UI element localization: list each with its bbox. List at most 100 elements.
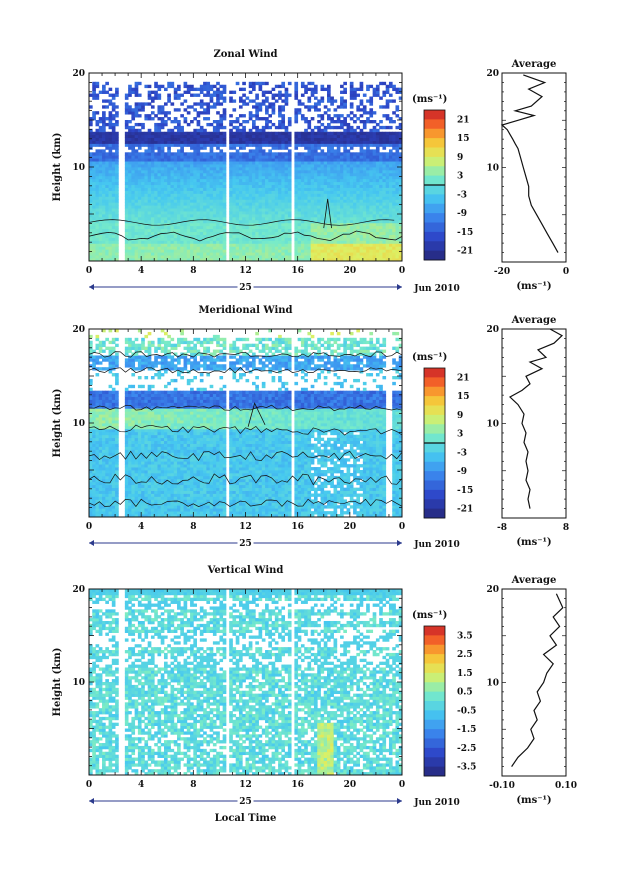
heatmap-cell xyxy=(163,158,168,162)
heatmap-cell xyxy=(255,131,259,136)
heatmap-cell xyxy=(398,90,403,94)
heatmap-cell xyxy=(398,202,403,206)
heatmap-cell xyxy=(255,128,259,133)
heatmap-cell xyxy=(313,84,318,89)
heatmap-cell xyxy=(268,190,272,194)
heatmap-cell xyxy=(252,208,256,212)
heatmap-cell xyxy=(320,219,325,224)
heatmap-cell xyxy=(216,243,220,247)
heatmap-cell xyxy=(238,167,243,171)
heatmap-cell xyxy=(252,193,256,197)
heatmap-cell xyxy=(336,205,341,209)
heatmap-cell xyxy=(180,149,184,153)
heatmap-cell xyxy=(304,105,308,109)
heatmap-cell xyxy=(190,167,194,171)
heatmap-cell xyxy=(330,175,334,180)
heatmap-cell xyxy=(362,202,367,206)
heatmap-cell xyxy=(111,240,116,244)
heatmap-cell xyxy=(265,108,269,112)
heatmap-cell xyxy=(274,155,279,159)
heatmap-cell xyxy=(232,181,237,186)
heatmap-cell xyxy=(274,140,279,144)
heatmap-cell xyxy=(92,487,96,491)
heatmap-cell xyxy=(327,243,331,247)
heatmap-cell xyxy=(95,84,100,89)
heatmap-cell xyxy=(147,117,152,121)
heatmap-cell xyxy=(261,81,266,86)
heatmap-cell xyxy=(271,111,276,115)
heatmap-cell xyxy=(248,199,253,203)
heatmap-cell xyxy=(320,175,325,180)
heatmap-cell xyxy=(180,125,184,130)
heatmap-cell xyxy=(294,249,299,253)
heatmap-cell xyxy=(297,214,302,218)
heatmap-cell xyxy=(131,222,136,227)
heatmap-cell xyxy=(255,93,259,97)
heatmap-cell xyxy=(102,234,106,238)
heatmap-cell xyxy=(252,214,256,218)
heatmap-cell xyxy=(313,255,318,259)
heatmap-cell xyxy=(193,199,197,203)
heatmap-cell xyxy=(323,243,328,247)
heatmap-cell xyxy=(170,196,175,200)
heatmap-cell xyxy=(333,149,338,153)
heatmap-cell xyxy=(157,190,162,194)
heatmap-cell xyxy=(108,246,113,250)
heatmap-cell xyxy=(102,211,106,215)
heatmap-cell xyxy=(255,161,259,165)
heatmap-cell xyxy=(392,84,396,89)
heatmap-cell xyxy=(320,234,325,238)
heatmap-cell xyxy=(141,190,145,194)
heatmap-cell xyxy=(265,196,269,200)
heatmap-cell xyxy=(320,99,325,103)
heatmap-cell xyxy=(297,178,302,183)
heatmap-cell xyxy=(183,258,188,262)
heatmap-cell xyxy=(310,211,315,215)
heatmap-cell xyxy=(193,102,197,106)
heatmap-cell xyxy=(170,178,175,183)
heatmap-cell xyxy=(196,181,201,186)
heatmap-cell xyxy=(255,181,259,186)
heatmap-cell xyxy=(248,128,253,133)
heatmap-cell xyxy=(265,243,269,247)
heatmap-cell xyxy=(392,111,396,115)
heatmap-cell xyxy=(385,246,390,250)
heatmap-cell xyxy=(131,231,136,235)
heatmap-cell xyxy=(392,143,396,147)
heatmap-cell xyxy=(333,216,338,221)
colorbar-band xyxy=(424,203,445,214)
heatmap-cell xyxy=(212,93,217,97)
heatmap-cell xyxy=(124,211,129,215)
heatmap-cell xyxy=(379,255,383,259)
heatmap-cell xyxy=(346,167,351,171)
heatmap-cell xyxy=(108,120,113,124)
heatmap-cell xyxy=(268,187,272,191)
heatmap-cell xyxy=(343,249,347,253)
heatmap-cell xyxy=(102,246,106,250)
heatmap-cell xyxy=(359,131,364,136)
heatmap-cell xyxy=(330,134,334,139)
heatmap-cell xyxy=(297,158,302,162)
heatmap-cell xyxy=(222,222,227,227)
heatmap-cell xyxy=(203,161,207,165)
heatmap-cell xyxy=(349,255,354,259)
heatmap-cell xyxy=(216,120,220,124)
heatmap-cell xyxy=(320,190,325,194)
heatmap-cell xyxy=(395,216,400,221)
heatmap-cell xyxy=(356,243,361,247)
heatmap-cell xyxy=(327,237,331,241)
heatmap-cell xyxy=(206,205,211,209)
heatmap-cell xyxy=(268,214,272,218)
heatmap-cell xyxy=(141,102,145,106)
heatmap-cell xyxy=(170,255,175,259)
heatmap-cell xyxy=(372,208,377,212)
heatmap-cell xyxy=(95,467,100,471)
heatmap-cell xyxy=(212,199,217,203)
heatmap-cell xyxy=(222,234,227,238)
heatmap-cell xyxy=(95,240,100,244)
heatmap-cell xyxy=(95,172,100,177)
heatmap-cell xyxy=(278,222,282,227)
heatmap-cell xyxy=(248,181,253,186)
heatmap-cell xyxy=(193,249,197,253)
heatmap-cell xyxy=(89,340,93,345)
